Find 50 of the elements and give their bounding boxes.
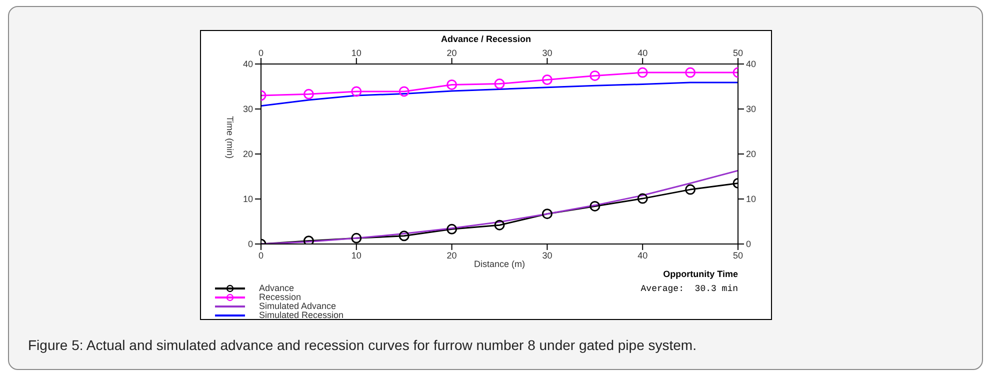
legend-label: Recession bbox=[259, 292, 302, 302]
y2-tick-label: 20 bbox=[746, 149, 756, 160]
x-tick-label: 40 bbox=[638, 48, 648, 58]
x2-tick-label: 10 bbox=[351, 250, 362, 260]
point bbox=[351, 232, 362, 244]
x2-tick-label: 40 bbox=[638, 250, 648, 260]
x-tick-label: 20 bbox=[446, 48, 457, 58]
x2-tick-label: 50 bbox=[732, 250, 744, 260]
legend-label: Simulated Advance bbox=[259, 301, 336, 311]
y2-tick-label: 40 bbox=[746, 59, 756, 70]
point bbox=[685, 67, 696, 78]
point bbox=[398, 230, 410, 242]
x2-tick-label: 30 bbox=[542, 250, 552, 260]
x-tick-label: 30 bbox=[542, 48, 552, 58]
x-axis-title: Distance (m) bbox=[472, 259, 526, 269]
x2-tick-label: 20 bbox=[446, 250, 457, 260]
point bbox=[637, 193, 648, 204]
y-tick-label: 0 bbox=[248, 239, 253, 250]
point bbox=[398, 86, 410, 97]
point bbox=[303, 236, 314, 244]
legend-label: Advance bbox=[259, 283, 294, 293]
x-tick-label: 10 bbox=[351, 48, 362, 58]
y2-tick-label: 30 bbox=[746, 104, 756, 114]
y2-tick-label: 10 bbox=[746, 194, 756, 204]
point bbox=[446, 79, 458, 90]
x-tick-label: 0 bbox=[258, 48, 264, 58]
text: Average: 30.3 min bbox=[640, 284, 738, 294]
y2-tick-label: 0 bbox=[746, 239, 752, 250]
y-tick-label: 30 bbox=[242, 104, 253, 114]
point bbox=[590, 70, 600, 81]
point bbox=[542, 74, 552, 85]
point bbox=[590, 200, 600, 212]
point bbox=[351, 86, 362, 97]
point bbox=[494, 220, 505, 230]
x2-tick-label: 0 bbox=[258, 250, 264, 260]
y-tick-label: 10 bbox=[242, 194, 253, 204]
caption: Figure 5: Actual and simulated advance and recession curves for furrow number 8 under gated pipe system. bbox=[28, 337, 696, 353]
point bbox=[637, 67, 648, 78]
x-tick-label: 50 bbox=[732, 48, 744, 58]
legend-label: Simulated Recession bbox=[259, 310, 344, 320]
point bbox=[685, 184, 696, 195]
point bbox=[303, 88, 314, 100]
point bbox=[494, 78, 505, 90]
y-axis-title: Time (min) bbox=[225, 116, 235, 159]
chart-title: Advance / Recession bbox=[440, 34, 532, 44]
text: Opportunity Time bbox=[663, 269, 738, 279]
y-tick-label: 20 bbox=[242, 149, 253, 160]
y-tick-label: 40 bbox=[242, 59, 253, 70]
point bbox=[542, 208, 552, 220]
point bbox=[446, 224, 458, 234]
